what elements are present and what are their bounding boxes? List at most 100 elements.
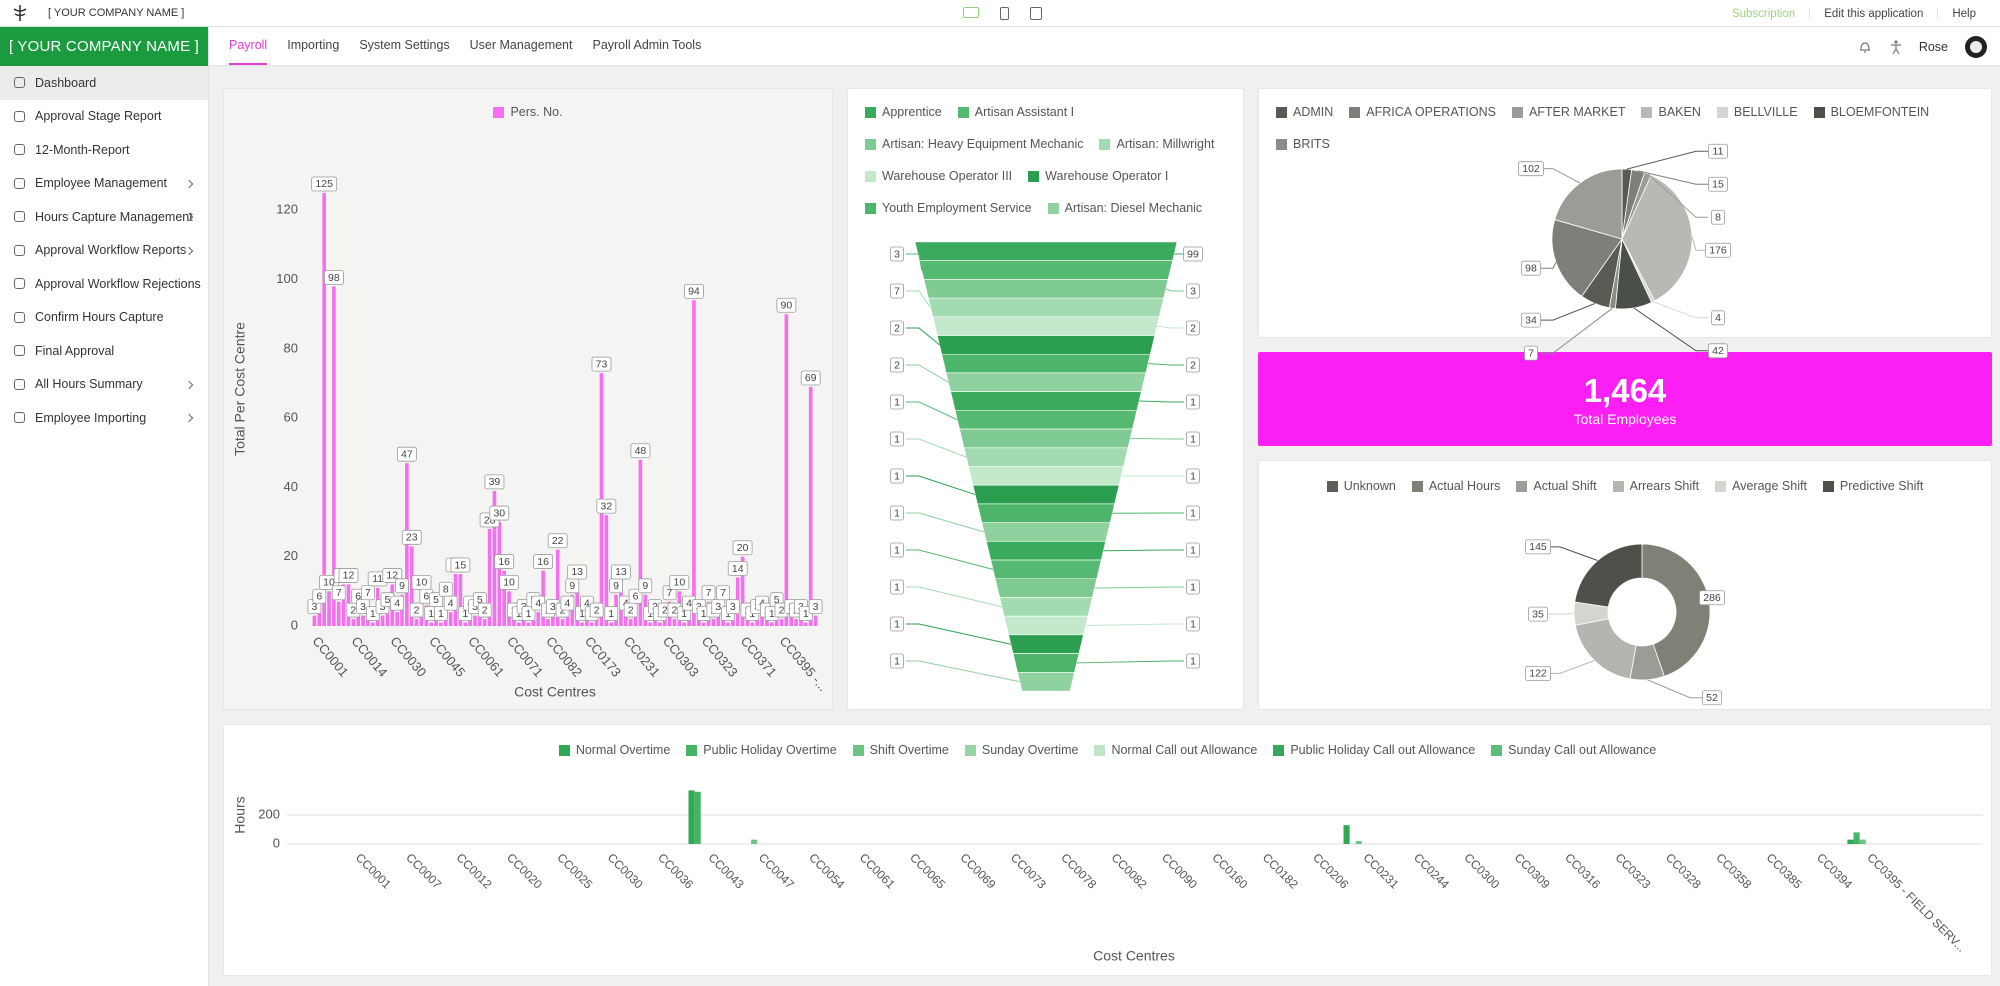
- nav-tab[interactable]: System Settings: [359, 38, 450, 52]
- bar: [560, 619, 565, 626]
- menu-item[interactable]: Approval Workflow Rejections: [0, 267, 208, 301]
- menu-label: Approval Workflow Reports: [35, 243, 187, 258]
- legend-item[interactable]: Public Holiday Call out Allowance: [1273, 741, 1475, 759]
- legend-item[interactable]: Arrears Shift: [1612, 477, 1699, 495]
- legend-swatch: [852, 744, 864, 756]
- nav-tab[interactable]: Payroll: [229, 27, 268, 65]
- legend-item[interactable]: BELLVILLE: [1716, 103, 1798, 121]
- legend-item[interactable]: Normal Overtime: [558, 741, 670, 759]
- top-link[interactable]: Edit this application: [1809, 7, 1937, 20]
- legend-item[interactable]: Artisan: Millwright: [1099, 135, 1214, 153]
- data-label: 5: [774, 594, 780, 606]
- device-tablet[interactable]: [1030, 7, 1042, 20]
- legend-item[interactable]: Artisan Assistant I: [957, 103, 1074, 121]
- legend-item[interactable]: Sunday Overtime: [964, 741, 1078, 759]
- funnel-slice: [977, 503, 1115, 523]
- legend-swatch: [1822, 480, 1834, 492]
- x-tick-label: CC0244: [1411, 850, 1452, 891]
- legend-item[interactable]: AFRICA OPERATIONS: [1349, 103, 1496, 121]
- legend-item[interactable]: Actual Shift: [1516, 477, 1597, 495]
- funnel-slice: [941, 353, 1151, 374]
- bell-icon[interactable]: [1857, 39, 1873, 55]
- user-name[interactable]: Rose: [1918, 39, 1948, 54]
- legend-label: Sunday Call out Allowance: [1508, 743, 1657, 757]
- menu-item[interactable]: Employee Importing: [0, 401, 208, 435]
- slice-label: 4: [1715, 312, 1721, 324]
- funnel-label-box: [1186, 283, 1200, 299]
- data-label: 94: [688, 286, 700, 298]
- legend-item[interactable]: Sunday Call out Allowance: [1491, 741, 1656, 759]
- legend-swatch: [1276, 138, 1287, 150]
- menu-item[interactable]: Confirm Hours Capture: [0, 301, 208, 335]
- bar: [628, 619, 633, 626]
- legend-item[interactable]: AFTER MARKET: [1511, 103, 1626, 121]
- menu-item[interactable]: Employee Management: [0, 167, 208, 201]
- top-link[interactable]: Subscription: [1731, 7, 1796, 20]
- legend-item[interactable]: Youth Employment Service: [865, 199, 1032, 217]
- data-label: 9: [569, 580, 575, 592]
- nav-tab[interactable]: Importing: [287, 38, 340, 52]
- legend-item[interactable]: Artisan: Heavy Equipment Mechanic: [865, 135, 1083, 153]
- legend-item[interactable]: Average Shift: [1715, 477, 1807, 495]
- menu-label: All Hours Summary: [35, 377, 143, 392]
- data-label-box: [669, 574, 690, 590]
- data-label: 4: [565, 597, 571, 609]
- menu-item[interactable]: Hours Capture Management: [0, 200, 208, 234]
- bar: [804, 622, 808, 626]
- legend-item[interactable]: Warehouse Operator I: [1028, 167, 1168, 185]
- menu-item[interactable]: 12-Month-Report: [0, 133, 208, 167]
- data-label: 9: [399, 580, 405, 592]
- legend-item[interactable]: Normal Call out Allowance: [1094, 741, 1257, 759]
- menu-item[interactable]: All Hours Summary: [0, 368, 208, 402]
- menu-item[interactable]: Final Approval: [0, 334, 208, 368]
- nav-tab[interactable]: User Management: [469, 38, 573, 52]
- data-label-box: [628, 588, 643, 604]
- legend-label: Public Holiday Call out Allowance: [1290, 743, 1476, 757]
- bar: [716, 615, 721, 626]
- funnel-slice: [1017, 671, 1075, 692]
- legend-item[interactable]: Pers. No.: [493, 103, 563, 121]
- funnel-label-box: [1186, 394, 1200, 410]
- legend-item[interactable]: Warehouse Operator III: [865, 167, 1012, 185]
- legend-item[interactable]: BLOEMFONTEIN: [1813, 103, 1929, 121]
- legend-label: AFTER MARKET: [1528, 105, 1626, 119]
- leader-line: [1147, 363, 1184, 366]
- funnel-slice: [963, 447, 1129, 467]
- menu-item[interactable]: Dashboard: [0, 66, 208, 100]
- data-label: 8: [443, 584, 449, 596]
- funnel-label-box: [890, 542, 904, 558]
- legend-item[interactable]: BAKEN: [1641, 103, 1701, 121]
- bar: [526, 622, 531, 626]
- legend-item[interactable]: Shift Overtime: [852, 741, 949, 759]
- brand: [ YOUR COMPANY NAME ]: [0, 27, 208, 66]
- legend-item[interactable]: Predictive Shift: [1822, 477, 1923, 495]
- legend-item[interactable]: ADMIN: [1276, 103, 1333, 121]
- legend-item[interactable]: Apprentice: [865, 103, 942, 121]
- legend-item[interactable]: Unknown: [1326, 477, 1396, 495]
- funnel-label-box: [1186, 468, 1200, 484]
- accessibility-icon[interactable]: [1889, 39, 1903, 55]
- data-label: 5: [433, 594, 439, 606]
- data-label-box: [450, 557, 471, 573]
- x-axis-title: Cost Centres: [514, 684, 596, 700]
- legend-item[interactable]: Actual Hours: [1411, 477, 1500, 495]
- bar: [546, 619, 550, 626]
- slice-label-box: [1518, 161, 1544, 177]
- data-label-box: [361, 585, 375, 601]
- funnel-label: 3: [1190, 285, 1196, 297]
- legend-item[interactable]: BRITS: [1276, 135, 1330, 153]
- legend-swatch: [493, 106, 505, 118]
- top-link[interactable]: Help: [1937, 7, 1990, 20]
- device-phone[interactable]: [1000, 7, 1009, 20]
- slice-label-box: [1711, 310, 1725, 326]
- menu-item[interactable]: Approval Stage Report: [0, 100, 208, 134]
- menu-icon: [14, 177, 25, 189]
- avatar[interactable]: [1964, 35, 1988, 59]
- device-laptop[interactable]: [963, 7, 979, 18]
- nav-tab[interactable]: Payroll Admin Tools: [592, 38, 702, 52]
- legend: ADMIN AFRICA OPERATIONS AFTER MARKET BAKEN B…: [1276, 103, 1986, 153]
- menu-item[interactable]: Approval Workflow Reports: [0, 234, 208, 268]
- legend-item[interactable]: Artisan: Diesel Mechanic: [1047, 199, 1202, 217]
- legend-item[interactable]: Public Holiday Overtime: [686, 741, 837, 759]
